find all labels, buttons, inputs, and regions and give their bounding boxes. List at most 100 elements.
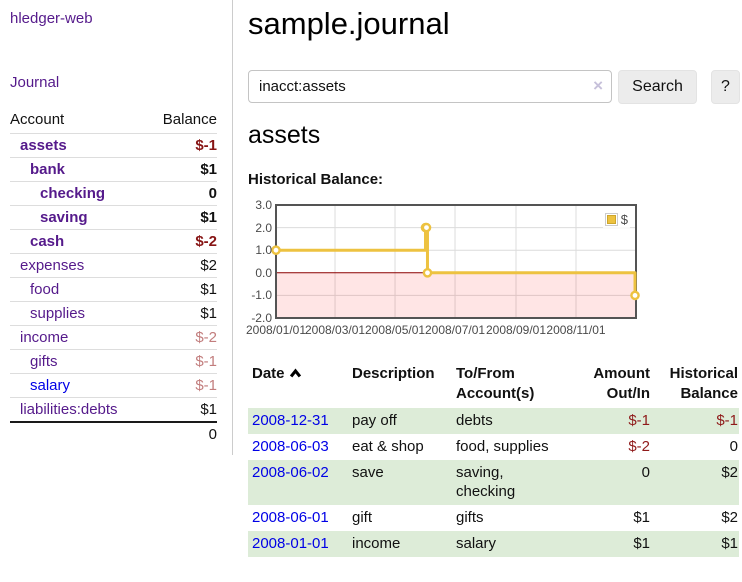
x-axis-tick-label: 2008/03/01 — [304, 323, 366, 337]
transaction-balance: $-1 — [716, 412, 738, 429]
transaction-date-cell: 2008-06-01 — [248, 505, 348, 531]
accounts-table: Account Balance assets $-1 bank $1 checking 0… — [10, 108, 217, 446]
account-balance: $-2 — [147, 325, 217, 350]
y-axis-tick-label: 3.0 — [255, 198, 272, 212]
transaction-date-link[interactable]: 2008-06-03 — [252, 438, 329, 455]
transaction-date-cell: 2008-12-31 — [248, 408, 348, 434]
transaction-row: 2008-06-02 save saving, checking 0 $2 — [248, 460, 739, 505]
sidebar-account-income[interactable]: income — [20, 329, 69, 346]
transaction-date-link[interactable]: 2008-01-01 — [252, 535, 329, 552]
account-row: salary $-1 — [10, 373, 217, 398]
account-row: gifts $-1 — [10, 349, 217, 374]
sidebar-account-saving[interactable]: saving — [40, 209, 88, 226]
chart-label: Historical Balance: — [248, 171, 384, 188]
balance-column-header: Balance — [162, 111, 217, 128]
register-table: Date Description To/From Account(s) Amou… — [248, 361, 739, 557]
account-balance: $-1 — [147, 349, 217, 374]
account-name-cell: expenses — [10, 253, 148, 278]
account-name-cell: saving — [10, 205, 148, 230]
sidebar-account-salary[interactable]: salary — [30, 377, 71, 394]
account-balance: $1 — [147, 205, 217, 230]
account-name-cell: gifts — [10, 349, 148, 374]
account-row: expenses $2 — [10, 253, 217, 278]
accounts-total-spacer — [10, 421, 148, 446]
account-name-cell: income — [10, 325, 148, 350]
search-button[interactable]: Search — [618, 70, 697, 104]
account-row: income $-2 — [10, 325, 217, 350]
transaction-description: eat & shop — [352, 438, 424, 455]
account-balance: $1 — [147, 157, 217, 182]
account-column-header: Account — [10, 111, 65, 128]
account-row: liabilities:debts $1 — [10, 397, 217, 422]
transaction-date-cell: 2008-06-02 — [248, 460, 348, 505]
brand-link[interactable]: hledger-web — [10, 10, 93, 27]
account-name-cell: liabilities:debts — [10, 397, 148, 422]
account-name-cell: salary — [10, 373, 148, 398]
transaction-date-link[interactable]: 2008-12-31 — [252, 412, 329, 429]
accounts-table-header: Account Balance — [10, 108, 217, 134]
transaction-amount: $-2 — [628, 438, 650, 455]
sidebar-account-assets[interactable]: assets — [20, 137, 67, 154]
transaction-balance: $2 — [721, 464, 738, 481]
account-row: bank $1 — [10, 157, 217, 182]
sidebar-account-supplies[interactable]: supplies — [30, 305, 86, 322]
transaction-amount: $-1 — [628, 412, 650, 429]
accounts-total-row: 0 — [10, 421, 217, 446]
search-input[interactable] — [248, 70, 612, 103]
page-title: sample.journal — [248, 6, 450, 41]
sidebar-account-expenses[interactable]: expenses — [20, 257, 85, 274]
x-axis-tick-label: 2008/09/01 — [485, 323, 547, 337]
transaction-date-link[interactable]: 2008-06-02 — [252, 464, 329, 481]
description-header: Description — [352, 365, 435, 382]
transaction-row: 2008-06-03 eat & shop food, supplies $-2 0 — [248, 434, 739, 460]
account-balance: $-1 — [147, 133, 217, 158]
legend-swatch-icon — [604, 213, 618, 226]
clear-search-icon[interactable]: × — [593, 76, 603, 95]
sidebar: hledger-web Journal Account Balance asse… — [0, 0, 233, 455]
account-balance: $-1 — [147, 373, 217, 398]
sidebar-account-cash[interactable]: cash — [30, 233, 65, 250]
register-header-row: Date Description To/From Account(s) Amou… — [248, 361, 739, 408]
account-row: supplies $1 — [10, 301, 217, 326]
transaction-date-link[interactable]: 2008-06-01 — [252, 509, 329, 526]
account-balance: $1 — [147, 277, 217, 302]
transaction-date-cell: 2008-06-03 — [248, 434, 348, 460]
transaction-accounts: salary — [456, 535, 497, 552]
account-row: assets $-1 — [10, 133, 217, 158]
account-name-cell: food — [10, 277, 148, 302]
sidebar-account-checking[interactable]: checking — [40, 185, 106, 202]
transaction-accounts: gifts — [456, 509, 484, 526]
transaction-description: gift — [352, 509, 373, 526]
x-axis-tick-label: 2008/01/01 — [245, 323, 307, 337]
help-button[interactable]: ? — [711, 70, 740, 104]
x-axis-tick-label: 2008/05/01 — [364, 323, 426, 337]
transaction-accounts: food, supplies — [456, 438, 549, 455]
transaction-row: 2008-01-01 income salary $1 $1 — [248, 531, 739, 557]
account-row: cash $-2 — [10, 229, 217, 254]
y-axis-tick-label: 0.0 — [255, 265, 272, 280]
sort-ascending-icon — [289, 368, 301, 378]
transaction-amount: $1 — [633, 535, 650, 552]
transaction-row: 2008-06-01 gift gifts $1 $2 — [248, 505, 739, 531]
account-balance: $1 — [147, 301, 217, 326]
account-balance: 0 — [147, 181, 217, 206]
y-axis-tick-label: -1.0 — [251, 288, 272, 303]
amount-header: Amount Out/In — [593, 365, 650, 402]
y-axis-tick-label: -2.0 — [251, 311, 272, 325]
accounts-total-value: 0 — [147, 421, 217, 446]
transaction-balance: $1 — [721, 535, 738, 552]
sidebar-account-bank[interactable]: bank — [30, 161, 66, 178]
x-axis-tick-label: 2008/07/01 — [424, 323, 486, 337]
account-heading: assets — [248, 121, 321, 149]
date-sort-header[interactable]: Date — [248, 361, 348, 408]
account-name-cell: bank — [10, 157, 148, 182]
sidebar-account-gifts[interactable]: gifts — [30, 353, 58, 370]
sidebar-item-journal[interactable]: Journal — [10, 74, 60, 91]
transaction-balance: $2 — [721, 509, 738, 526]
sidebar-account-food[interactable]: food — [30, 281, 60, 298]
transaction-accounts: saving, checking — [456, 464, 516, 500]
tofrom-header: To/From Account(s) — [456, 365, 535, 402]
historical-balance-header: Historical Balance — [669, 365, 738, 402]
search-box: × — [248, 70, 612, 104]
sidebar-account-liabilities-debts[interactable]: liabilities:debts — [20, 401, 118, 418]
